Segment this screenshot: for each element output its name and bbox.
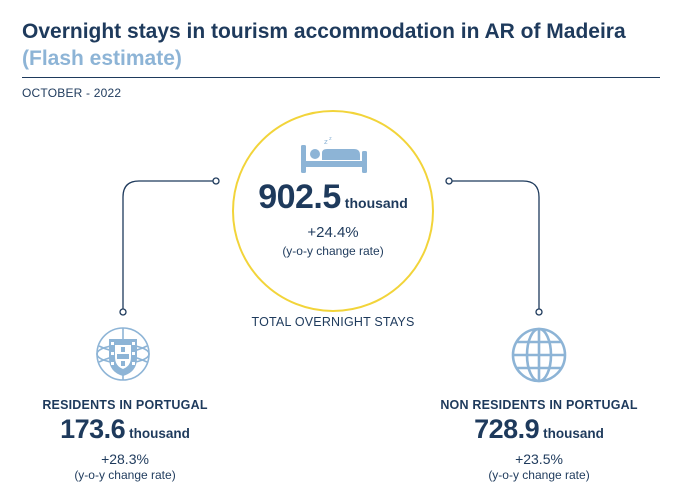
total-highlight-circle	[232, 110, 434, 312]
non-residents-change-note: (y-o-y change rate)	[488, 468, 590, 482]
right-connector-dot-bottom	[535, 308, 543, 316]
portugal-coat-of-arms-icon	[96, 327, 150, 381]
left-connector	[122, 180, 216, 312]
right-connector	[449, 180, 540, 312]
svg-text:z: z	[324, 138, 328, 146]
non-residents-block: NON RESIDENTS IN PORTUGAL 728.9 thousand …	[419, 398, 659, 482]
total-value: 902.5 thousand	[232, 178, 434, 217]
reference-period: OCTOBER - 2022	[22, 86, 122, 100]
residents-unit: thousand	[129, 426, 190, 441]
non-residents-value: 728.9 thousand	[419, 414, 659, 445]
left-connector-dot-bottom	[119, 308, 127, 316]
left-connector-dot-top	[212, 177, 220, 185]
page-subtitle: (Flash estimate)	[22, 47, 182, 70]
non-residents-unit: thousand	[543, 426, 604, 441]
residents-change-rate: +28.3%	[101, 451, 149, 467]
total-change-rate: +24.4%	[307, 224, 359, 241]
non-residents-number: 728.9	[474, 414, 540, 444]
right-connector-dot-top	[445, 177, 453, 185]
total-unit: thousand	[344, 195, 408, 211]
globe-icon	[511, 327, 567, 383]
residents-value: 173.6 thousand	[5, 414, 245, 445]
total-label: TOTAL OVERNIGHT STAYS	[251, 315, 415, 329]
residents-change-note: (y-o-y change rate)	[74, 468, 176, 482]
total-number: 902.5	[258, 178, 341, 216]
residents-block: RESIDENTS IN PORTUGAL 173.6 thousand +28.…	[5, 398, 245, 482]
non-residents-change-rate: +23.5%	[515, 451, 563, 467]
residents-number: 173.6	[60, 414, 126, 444]
non-residents-label: NON RESIDENTS IN PORTUGAL	[440, 398, 638, 412]
svg-text:z: z	[329, 136, 332, 142]
page-title: Overnight stays in tourism accommodation…	[22, 20, 626, 43]
bed-icon: z z	[301, 136, 367, 173]
header-divider	[22, 77, 660, 78]
total-change-note: (y-o-y change rate)	[282, 244, 384, 258]
residents-label: RESIDENTS IN PORTUGAL	[42, 398, 208, 412]
